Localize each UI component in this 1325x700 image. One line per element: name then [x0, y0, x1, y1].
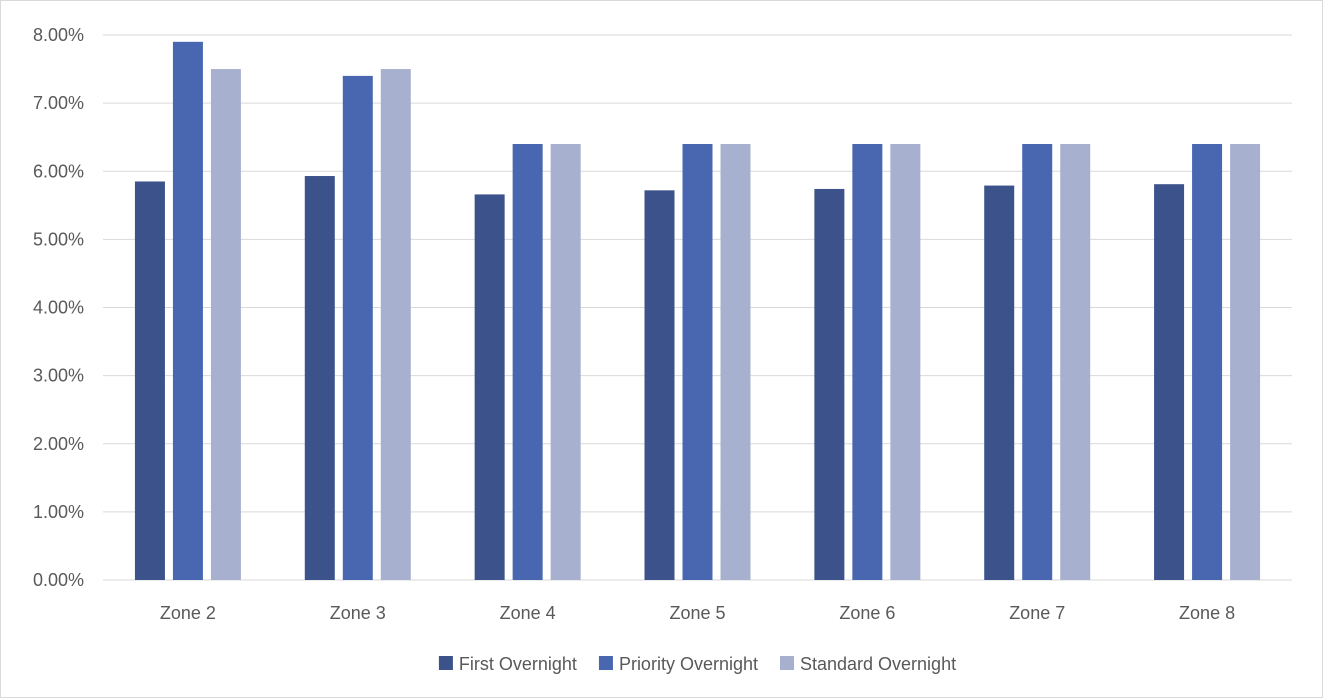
bar-priority-overnight — [342, 75, 373, 580]
y-tick-label: 6.00% — [33, 161, 84, 181]
y-tick-label: 3.00% — [33, 366, 84, 386]
bar-priority-overnight — [172, 41, 203, 580]
bar-standard-overnight — [1060, 144, 1091, 580]
y-tick-label: 2.00% — [33, 434, 84, 454]
x-category-label: Zone 7 — [1009, 603, 1065, 623]
x-category-label: Zone 3 — [330, 603, 386, 623]
x-category-label: Zone 8 — [1179, 603, 1235, 623]
legend-swatch — [438, 656, 453, 670]
x-category-label: Zone 6 — [839, 603, 895, 623]
legend-label: First Overnight — [459, 654, 577, 674]
bar-priority-overnight — [682, 144, 713, 580]
bar-priority-overnight — [852, 144, 883, 580]
legend-item: Standard Overnight — [779, 654, 956, 674]
bar-standard-overnight — [210, 69, 241, 580]
bar-first-overnight — [1154, 184, 1185, 580]
legend: First Overnight Priority Overnight Standar… — [438, 654, 956, 674]
bar-first-overnight — [644, 190, 675, 580]
legend-item: Priority Overnight — [598, 654, 758, 674]
legend-swatch — [598, 656, 613, 670]
legend-label: Priority Overnight — [619, 654, 758, 674]
y-tick-label: 7.00% — [33, 93, 84, 113]
legend-item: First Overnight — [438, 654, 577, 674]
bar-priority-overnight — [1022, 144, 1053, 580]
bar-standard-overnight — [890, 144, 921, 580]
x-axis-categories: Zone 2 Zone 3 Zone 4 Zone 5 Zone 6 Zone 7 Zone… — [160, 603, 1235, 623]
bar-first-overnight — [814, 188, 845, 580]
bar-first-overnight — [984, 185, 1015, 580]
bar-first-overnight — [304, 176, 335, 581]
y-tick-label: 4.00% — [33, 298, 84, 318]
legend-swatch — [779, 656, 794, 670]
y-tick-label: 5.00% — [33, 229, 84, 249]
bar-standard-overnight — [720, 144, 751, 580]
x-category-label: Zone 2 — [160, 603, 216, 623]
bar-standard-overnight — [380, 69, 411, 580]
y-tick-label: 8.00% — [33, 25, 84, 45]
y-tick-label: 0.00% — [33, 570, 84, 590]
bar-first-overnight — [474, 194, 505, 580]
bar-priority-overnight — [1192, 144, 1223, 580]
bar-standard-overnight — [550, 144, 581, 580]
y-axis-ticks: 0.00% 1.00% 2.00% 3.00% 4.00% 5.00% 6.00% 7.00%… — [33, 25, 84, 590]
bars — [134, 41, 1261, 581]
x-category-label: Zone 5 — [669, 603, 725, 623]
bar-priority-overnight — [512, 144, 543, 580]
y-tick-label: 1.00% — [33, 502, 84, 522]
bar-standard-overnight — [1230, 144, 1261, 580]
bar-first-overnight — [134, 181, 165, 580]
x-category-label: Zone 4 — [500, 603, 556, 623]
legend-label: Standard Overnight — [800, 654, 956, 674]
